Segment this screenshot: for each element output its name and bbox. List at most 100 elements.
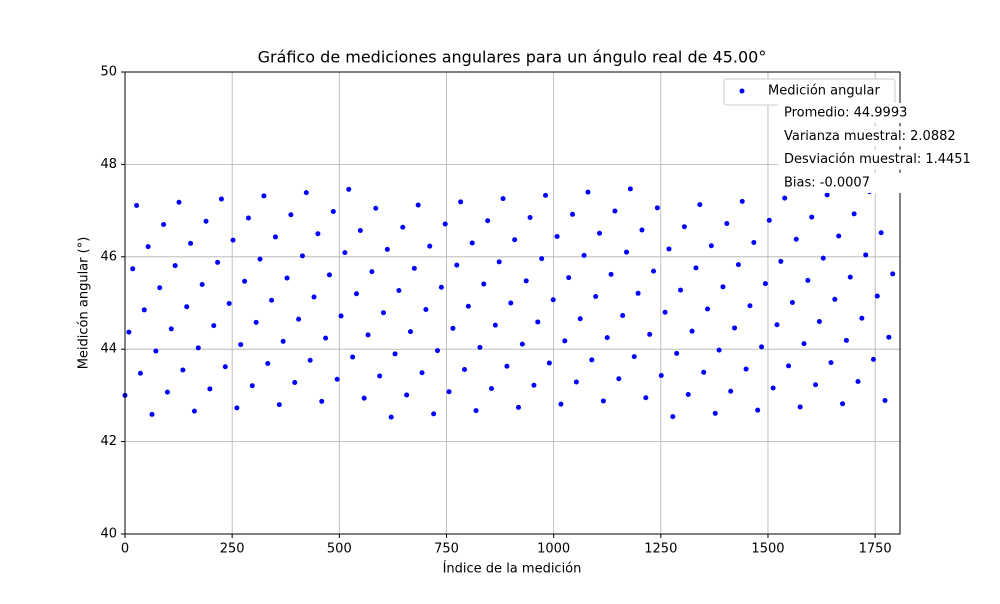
x-tick-label: 1750 [859,542,892,557]
point [141,307,147,313]
point [342,250,348,256]
annotation: Promedio: 44.9993 [784,106,907,121]
point [454,262,460,268]
y-tick-label: 42 [100,434,117,449]
point [161,221,167,227]
point [813,382,819,388]
point [774,322,780,328]
point [508,300,514,306]
point [461,367,467,373]
point [485,218,491,224]
y-tick-label: 40 [100,527,117,542]
point [824,192,830,198]
point [724,221,730,227]
overlay: Medición angular Promedio: 44.9993 Varianz… [723,78,971,193]
y-tick-label: 48 [100,157,117,172]
point [353,291,359,297]
y-tick-label: 46 [100,249,117,264]
point [330,209,336,215]
point [296,316,302,322]
point [261,193,267,199]
point [581,252,587,258]
point [639,227,645,233]
point [519,341,525,347]
point [674,350,680,356]
point [207,386,213,392]
point [697,202,703,208]
point [516,404,522,410]
point [134,203,140,209]
point [199,282,205,288]
point [624,249,630,255]
point [245,215,251,221]
y-axis-label: Meidicón angular (°) [77,237,92,370]
x-tick-label: 500 [327,542,352,557]
y-tick-label: 50 [100,65,117,80]
point [604,335,610,341]
point [203,218,209,224]
x-tick-label: 0 [121,542,129,557]
point [751,239,757,245]
point [299,253,305,259]
point [643,395,649,401]
point [670,414,676,420]
point [816,318,822,324]
point [855,379,861,385]
point [346,186,352,192]
x-tick-label: 1500 [751,542,784,557]
point [793,236,799,242]
point [593,294,599,300]
point [269,297,275,303]
point [130,266,136,272]
x-tick-label: 750 [434,542,459,557]
point [392,351,398,357]
point [708,243,714,249]
point [238,342,244,348]
point [573,379,579,385]
point [801,341,807,347]
point [280,338,286,344]
point [654,205,660,211]
plot-frame [124,71,901,535]
point [543,192,549,198]
point [195,345,201,351]
point [469,240,475,246]
point [172,263,178,269]
point [492,322,498,328]
point [712,410,718,416]
point [589,357,595,363]
point [419,370,425,376]
point [840,401,846,407]
point [211,323,217,329]
point [820,255,826,261]
point [191,408,197,414]
point [311,294,317,300]
point [678,287,684,293]
point [527,215,533,221]
point [242,278,248,284]
point [782,195,788,201]
point [446,389,452,395]
point [836,233,842,239]
point [230,237,236,243]
point [496,259,502,265]
point [234,405,240,411]
point [411,265,417,271]
point [388,414,394,420]
point [365,332,371,338]
point [762,281,768,287]
point [612,208,618,214]
point [882,397,888,403]
point [531,382,537,388]
point [620,312,626,318]
point [770,385,776,391]
x-tick-label: 250 [220,542,245,557]
point [755,407,761,413]
point [732,325,738,331]
chart-title: Gráfico de mediciones angulares para un … [258,48,767,67]
point [786,363,792,369]
point [168,326,174,332]
point [627,186,633,192]
x-axis-label: Índice de la medición [443,561,582,577]
point [373,205,379,211]
